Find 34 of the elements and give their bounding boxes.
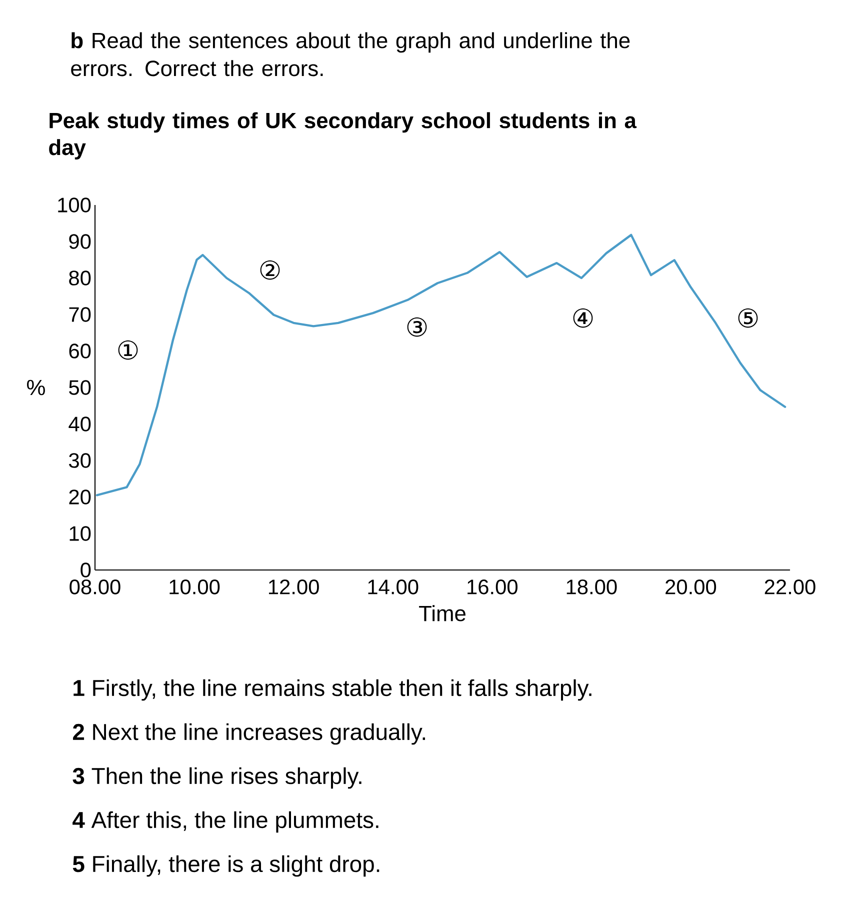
annotation: ②: [260, 260, 280, 280]
y-tick-label: 30: [69, 453, 91, 468]
y-tick-label: 80: [69, 270, 91, 286]
y-tick-label: 20: [69, 490, 91, 504]
annotation: ④: [573, 308, 593, 328]
x-tick-label: 08.00: [70, 580, 120, 594]
y-tick-label: 60: [69, 344, 91, 358]
x-tick-label: 14.00: [368, 580, 418, 594]
line-series: [96, 234, 786, 496]
x-tick-label: 10.00: [170, 580, 220, 594]
annotation: ①: [118, 340, 138, 360]
annotation: ③: [407, 317, 427, 337]
y-tick-label: 40: [68, 416, 91, 432]
x-tick-label: 16.00: [468, 580, 518, 594]
text: 1 Firstly, the line remains stable then it falls sharply.: [74, 679, 592, 701]
text: 3 Then the line rises sharply.: [72, 767, 362, 789]
y-tick-label: 70: [69, 307, 91, 322]
text: 5 Finally, there is a slight drop.: [72, 855, 380, 877]
text: 4 After this, the line plummets.: [72, 811, 378, 833]
x-axis-title: Time: [419, 605, 466, 622]
x-tick-label: 18.00: [566, 580, 617, 594]
y-tick-label: 50: [69, 380, 91, 395]
y-tick-label: 10: [70, 526, 91, 541]
annotation: ⑤: [738, 308, 758, 328]
y-axis-title: %: [27, 380, 45, 396]
y-tick-label: 90: [69, 234, 91, 249]
x-tick-label: 20.00: [666, 580, 716, 594]
x-tick-label: 12.00: [268, 580, 319, 594]
text: 2 Next the line increases gradually.: [72, 723, 425, 745]
x-tick-label: 22.00: [764, 580, 816, 594]
y-tick-label: 100: [58, 198, 91, 212]
text: b Read the sentences about the graph and underline the errors. Correct the errors.: [71, 32, 630, 76]
chart-title: Peak study times of UK secondary school students in a day: [49, 112, 637, 160]
y-tick-label: 0: [80, 562, 91, 578]
